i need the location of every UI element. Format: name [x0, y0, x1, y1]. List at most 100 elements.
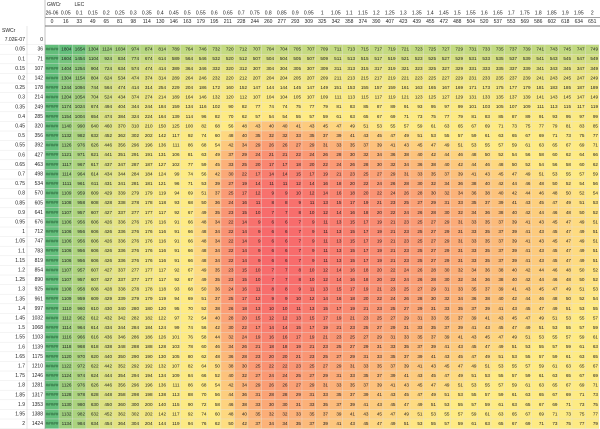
cell-value: 24: [242, 335, 248, 340]
cell-value: 26: [404, 191, 410, 196]
cell-value: 45: [512, 315, 518, 320]
cell-value: 23: [404, 219, 410, 224]
cell-value: 614: [91, 325, 99, 330]
cell-value: 21: [323, 335, 329, 340]
cell-value: 79: [593, 421, 599, 426]
cell-value: 450: [104, 402, 112, 407]
cell-value: 13: [323, 200, 329, 205]
cell-value: 448: [104, 392, 112, 397]
cell-value: 31: [458, 229, 464, 234]
cell-value: 65: [498, 421, 504, 426]
cell-value: 30: [377, 162, 383, 167]
cell-value: 12: [309, 191, 315, 196]
cell-value: 187: [577, 85, 585, 90]
cell-value: 1154: [75, 75, 85, 80]
cell-overflow: #####: [46, 85, 59, 90]
cell-value: 432: [104, 315, 112, 320]
cell-value: 10: [255, 277, 261, 282]
column-value: 277: [278, 19, 287, 25]
cell-value: 336: [118, 229, 126, 234]
cell-value: 34: [215, 219, 221, 224]
cell-value: 61: [498, 402, 504, 407]
cell-value: 77: [593, 411, 599, 416]
cell-value: 61: [336, 114, 342, 119]
cell-value: 721: [401, 47, 409, 52]
cell-value: 364: [118, 421, 126, 426]
cell-value: 307: [253, 66, 261, 71]
cell-value: 71: [593, 383, 599, 388]
cell-value: 151: [334, 85, 342, 90]
cell-value: 54: [579, 181, 585, 186]
cell-value: 339: [118, 191, 126, 196]
cell-value: 53: [431, 411, 437, 416]
cell-value: 71: [552, 411, 558, 416]
cell-value: 57: [309, 114, 315, 119]
cell-value: 436: [104, 335, 112, 340]
cell-value: 23: [296, 363, 302, 368]
cell-overflow: #####: [46, 133, 59, 138]
cell-value: 22: [228, 239, 234, 244]
cell-value: 713: [347, 47, 355, 52]
row-label: 0.15: [15, 66, 25, 72]
cell-value: 95: [174, 306, 180, 311]
cell-value: 36: [390, 152, 396, 157]
cell-value: 51: [417, 411, 423, 416]
cell-value: 63: [350, 114, 356, 119]
cell-value: 28: [269, 392, 275, 397]
cell-value: 12: [296, 181, 302, 186]
cell-value: 342: [118, 315, 126, 320]
cell-value: 63: [566, 363, 572, 368]
cell-value: 335: [496, 66, 504, 71]
cell-value: 7: [285, 277, 288, 282]
cell-value: 43: [255, 123, 261, 128]
cell-value: 102: [212, 104, 220, 109]
cell-value: 904: [91, 66, 99, 71]
cell-value: 982: [77, 411, 85, 416]
cell-value: 41: [350, 133, 356, 138]
cell-value: 1454: [75, 56, 86, 61]
cell-value: 114: [186, 114, 194, 119]
cell-value: 205: [293, 75, 301, 80]
cell-value: 69: [525, 421, 531, 426]
cell-value: 49: [579, 219, 585, 224]
column-value: 455: [426, 19, 435, 25]
cell-value: 621: [91, 152, 99, 157]
cell-value: 30: [269, 402, 275, 407]
cell-value: 620: [91, 354, 99, 359]
cell-value: 34: [282, 421, 288, 426]
cell-value: 320: [226, 66, 234, 71]
cell-value: 76: [188, 335, 194, 340]
cell-value: 747: [577, 47, 585, 52]
cell-value: 21: [282, 152, 288, 157]
cell-value: 65: [525, 402, 531, 407]
cell-value: 6: [285, 239, 288, 244]
cell-value: 43: [431, 363, 437, 368]
cell-value: 18: [296, 162, 302, 167]
cell-value: 35: [458, 306, 464, 311]
cell-value: 59: [566, 344, 572, 349]
cell-value: 53: [444, 402, 450, 407]
cell-value: 42: [431, 152, 437, 157]
cell-value: 389: [172, 66, 180, 71]
cell-value: 10: [309, 210, 315, 215]
cell-value: 74: [188, 171, 194, 176]
cell-value: 54: [539, 162, 545, 167]
row-label: 0.6: [18, 152, 25, 158]
cell-value: 279: [131, 296, 139, 301]
cell-value: 31: [350, 363, 356, 368]
cell-value: 45: [431, 373, 437, 378]
cell-value: 81: [188, 152, 194, 157]
cell-value: 65: [552, 383, 558, 388]
cell-value: 21: [336, 171, 342, 176]
cell-value: 77: [579, 421, 585, 426]
cell-value: 43: [485, 171, 491, 176]
cell-value: 63: [444, 123, 450, 128]
cell-value: 44: [471, 162, 477, 167]
cell-value: 27: [417, 287, 423, 292]
cell-value: 143: [550, 95, 558, 100]
cell-value: 35: [350, 143, 356, 148]
cell-value: 26: [323, 152, 329, 157]
cell-value: 161: [401, 85, 409, 90]
cell-value: 207: [307, 75, 315, 80]
